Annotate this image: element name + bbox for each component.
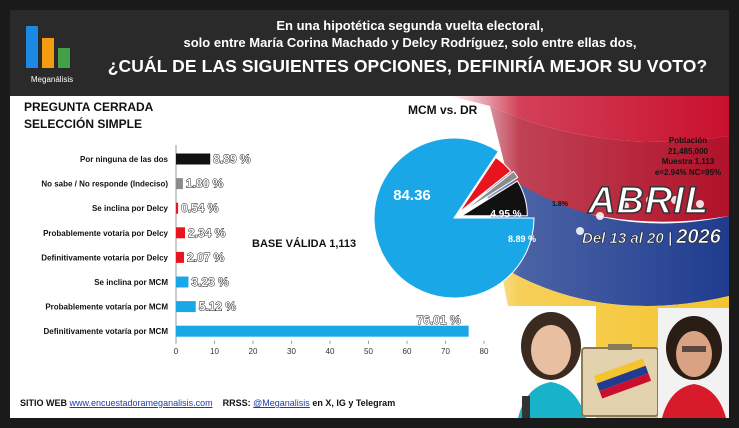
- bar-data-label: 76.01 %: [417, 313, 461, 327]
- website-link[interactable]: www.encuestadorameganalisis.com: [69, 398, 213, 408]
- bar-data-label: 3.23 %: [191, 275, 229, 289]
- website-label: SITIO WEB: [20, 398, 67, 408]
- mcm-vs-dr-pie-chart: 84.36 4.95 % 1.8% 8.89 %: [373, 137, 569, 298]
- header-banner: Meganálisis En una hipotética segunda vu…: [10, 10, 729, 96]
- sample-size: Muestra 1,113: [661, 157, 715, 166]
- survey-month: ABRIL: [587, 179, 710, 223]
- social-networks: en X, IG y Telegram: [312, 398, 396, 408]
- x-tick-label: 10: [210, 347, 219, 356]
- header-line-2: solo entre María Corina Machado y Delcy …: [183, 35, 637, 50]
- bar-category-label: No sabe / No responde (Indeciso): [41, 180, 168, 189]
- footer: SITIO WEB www.encuestadorameganalisis.co…: [20, 398, 395, 408]
- pie-slice-label: 8.89 %: [508, 234, 536, 244]
- bar-category-label: Se inclina por MCM: [94, 278, 168, 287]
- pie-slice: [459, 180, 528, 217]
- x-tick-label: 40: [326, 347, 335, 356]
- bar: [176, 325, 469, 337]
- sample-info: Población 21,485,000 Muestra 1,113 e=2.9…: [650, 136, 726, 178]
- survey-dates: Del 13 al 20 | 2026: [582, 226, 721, 249]
- infographic: Meganálisis En una hipotética segunda vu…: [10, 10, 729, 418]
- selection-type-label: SELECCIÓN SIMPLE: [24, 117, 143, 131]
- pie-slice-label: 1.8%: [552, 201, 569, 208]
- logo-text: Meganálisis: [30, 75, 74, 84]
- question-type-label: PREGUNTA CERRADA: [24, 100, 154, 114]
- pie-slice-label: 4.95 %: [490, 209, 521, 220]
- bar-category-label: Probablemente votaría por MCM: [45, 303, 168, 312]
- bar: [176, 202, 179, 214]
- ballot-box-icon: [581, 344, 659, 417]
- bar-category-label: Probablemente votaría por Delcy: [43, 229, 168, 238]
- bar: [176, 301, 196, 313]
- date-range: Del 13 al 20 |: [582, 230, 673, 248]
- bar-data-label: 0.54 %: [181, 201, 219, 215]
- x-tick-label: 70: [441, 347, 450, 356]
- bar-category-label: Se inclina por Delcy: [92, 204, 169, 213]
- survey-year: 2026: [676, 226, 721, 249]
- x-tick-label: 80: [480, 347, 489, 356]
- bar: [176, 276, 189, 288]
- social-label: RRSS:: [222, 398, 251, 408]
- header-line-1: En una hipotética segunda vuelta elector…: [276, 18, 544, 33]
- pie-chart-title: MCM vs. DR: [408, 103, 478, 117]
- x-tick-label: 0: [174, 347, 179, 356]
- bar-category-label: Definitivamente votaría por Delcy: [41, 253, 168, 262]
- valid-base-label: BASE VÁLIDA 1,113: [252, 238, 357, 250]
- social-handle-link[interactable]: @Meganalisis: [253, 398, 310, 408]
- x-tick-label: 20: [249, 347, 258, 356]
- bar: [176, 227, 186, 239]
- bar-data-label: 2.34 %: [188, 226, 226, 240]
- pie-slice: [461, 170, 519, 213]
- pie-slice: [458, 156, 512, 213]
- bar: [176, 251, 184, 263]
- bar-category-label: Definitivamente votaría por MCM: [44, 327, 169, 336]
- population-value: 21,485,000: [667, 146, 709, 156]
- bar-data-label: 2.07 %: [187, 250, 225, 264]
- bar-data-label: 5.12 %: [199, 300, 237, 314]
- vote-definition-bar-chart: Por ninguna de las dos 8.89 % No sabe / No…: [41, 145, 489, 356]
- x-tick-label: 50: [364, 347, 373, 356]
- delcy-rodriguez-photo: [658, 308, 729, 418]
- bar: [176, 153, 211, 165]
- bar-data-label: 8.89 %: [213, 152, 251, 166]
- bar-data-label: 1.80 %: [186, 177, 224, 191]
- pie-slice-label: 84.36: [393, 187, 431, 204]
- pie-slice: [373, 137, 535, 298]
- bar: [176, 178, 183, 190]
- meganalisis-logo: Meganálisis: [22, 20, 82, 88]
- x-tick-label: 30: [287, 347, 296, 356]
- population-label: Población: [668, 136, 708, 145]
- x-tick-label: 60: [403, 347, 412, 356]
- bar-category-label: Por ninguna de las dos: [80, 155, 169, 164]
- survey-question: ¿CUÁL DE LAS SIGUIENTES OPCIONES, DEFINI…: [107, 56, 708, 76]
- margin-of-error: e=2.94% NC=95%: [654, 167, 722, 177]
